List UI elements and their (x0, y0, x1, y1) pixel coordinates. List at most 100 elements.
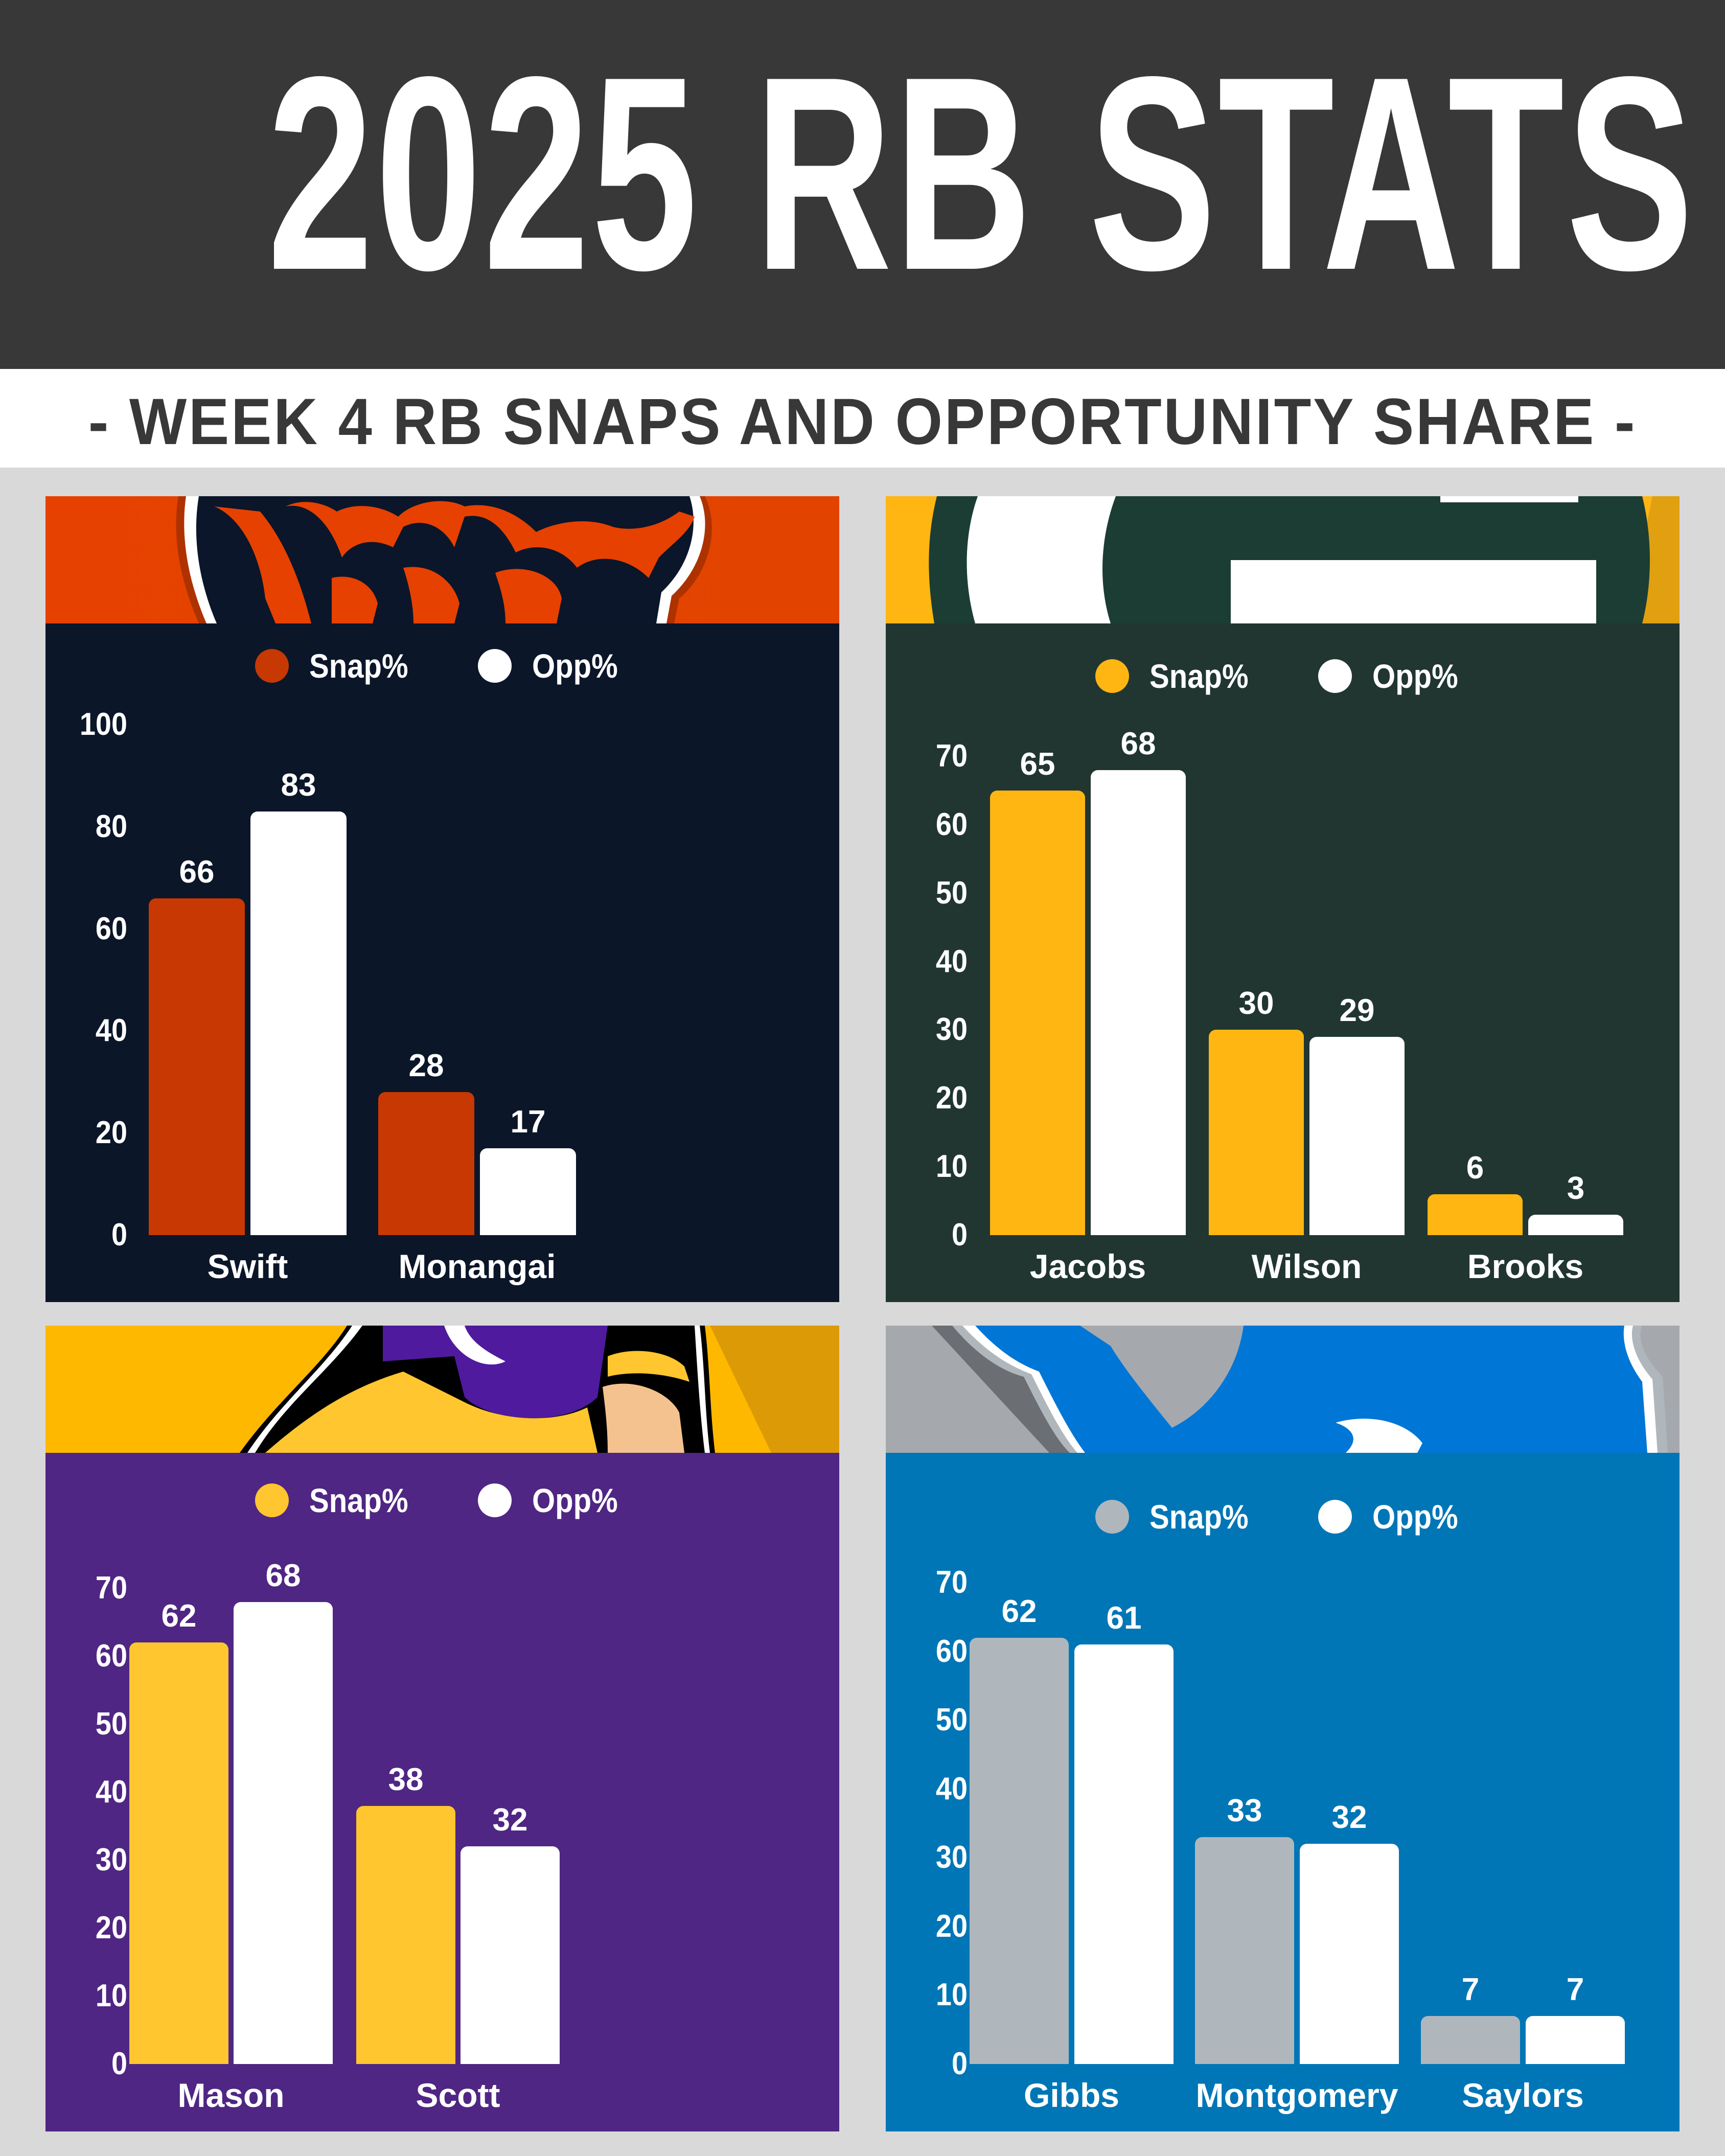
y-axis-tick: 10 (95, 1978, 127, 2013)
legend-label-opp: Opp% (1372, 1498, 1458, 1536)
bar-value-label: 66 (179, 854, 215, 890)
team-logo-band (45, 496, 839, 623)
opp-bar (234, 1602, 333, 2064)
snap-bar (129, 1642, 228, 2064)
team-logo-band (886, 496, 1680, 623)
bar-chart: Snap% Opp% 0 20 40 60 80 100 66 83 Swift 28 17 Mona… (45, 623, 839, 1302)
x-axis-category-label: Gibbs (1023, 2076, 1119, 2114)
snap-bar (149, 898, 245, 1235)
chart-panel-packers: Snap% Opp% 0 10 20 30 40 50 60 70 65 68 Jacobs 30 29… (886, 496, 1680, 1302)
legend-label-opp: Opp% (532, 1481, 618, 1519)
y-axis-tick: 30 (95, 1842, 127, 1877)
legend-item-snap: Snap% (255, 1483, 422, 1517)
x-axis-category-label: Jacobs (1029, 1247, 1146, 1285)
snap-bar (1428, 1194, 1523, 1235)
snap-bar (1195, 1837, 1294, 2064)
bar-value-label: 17 (510, 1104, 546, 1140)
y-axis-tick: 60 (95, 1638, 127, 1674)
opp-bar (480, 1148, 576, 1235)
y-axis-tick: 40 (935, 1771, 968, 1806)
y-axis-tick: 60 (935, 1633, 968, 1669)
bar-chart: Snap% Opp% 0 10 20 30 40 50 60 70 62 68 Mason 38 32 S… (45, 1453, 839, 2131)
y-axis-tick: 20 (95, 1910, 127, 1945)
y-axis-tick: 50 (935, 1702, 968, 1738)
snap-swatch-icon (255, 649, 289, 683)
bears-logo-icon (45, 496, 839, 623)
snap-bar (378, 1092, 474, 1235)
snap-bar (970, 1637, 1069, 2064)
legend-label-snap: Snap% (309, 1481, 408, 1519)
page-title: 2025 RB STATS (267, 19, 1696, 328)
chart-legend: Snap% Opp% (45, 1483, 839, 1517)
chart-panel-lions: Snap% Opp% 0 10 20 30 40 50 60 70 62 61 Gibbs 33 32 M… (886, 1326, 1680, 2131)
y-axis-tick: 20 (95, 1115, 127, 1151)
legend-item-opp: Opp% (478, 649, 630, 683)
legend-item-opp: Opp% (1318, 659, 1470, 693)
team-logo-band (45, 1326, 839, 1453)
x-axis-category-label: Mason (177, 2076, 285, 2114)
legend-item-opp: Opp% (478, 1483, 630, 1517)
chart-panel-bears: Snap% Opp% 0 20 40 60 80 100 66 83 Swift 28 17 Mona… (45, 496, 839, 1302)
y-axis-tick: 0 (951, 2046, 968, 2081)
y-axis-tick: 10 (935, 1149, 968, 1185)
opp-bar (1074, 1644, 1174, 2064)
snap-bar (990, 790, 1085, 1235)
bar-value-label: 83 (281, 767, 316, 803)
y-axis-tick: 0 (111, 1217, 127, 1253)
legend-label-snap: Snap% (1149, 1498, 1249, 1536)
opp-bar (1526, 2015, 1625, 2064)
bar-value-label: 62 (161, 1598, 197, 1634)
bar-value-label: 61 (1106, 1601, 1142, 1636)
opp-bar (1309, 1036, 1405, 1235)
snap-bar (356, 1805, 455, 2064)
y-axis-tick: 0 (951, 1217, 968, 1253)
chart-legend: Snap% Opp% (886, 659, 1680, 693)
subtitle-banner: - WEEK 4 RB SNAPS AND OPPORTUNITY SHARE … (0, 369, 1725, 468)
y-axis-tick: 40 (935, 943, 968, 979)
y-axis-tick: 20 (935, 1080, 968, 1116)
bar-value-label: 6 (1466, 1150, 1484, 1186)
legend-item-snap: Snap% (1095, 659, 1262, 693)
x-axis-category-label: Swift (207, 1247, 288, 1285)
opp-swatch-icon (478, 649, 512, 683)
y-axis-tick: 80 (95, 808, 127, 844)
y-axis-tick: 60 (95, 911, 127, 946)
opp-swatch-icon (1318, 659, 1352, 693)
y-axis-tick: 40 (95, 1013, 127, 1049)
bar-value-label: 28 (408, 1048, 444, 1084)
bar-value-label: 29 (1339, 992, 1375, 1028)
y-axis-tick: 50 (935, 875, 968, 911)
packers-logo-icon (886, 496, 1680, 623)
x-axis-category-label: Wilson (1251, 1247, 1362, 1285)
opp-swatch-icon (478, 1483, 512, 1517)
opp-bar (1091, 770, 1186, 1235)
bar-value-label: 30 (1238, 986, 1274, 1022)
bar-value-label: 32 (492, 1802, 528, 1838)
opp-bar (1300, 1844, 1399, 2064)
snap-swatch-icon (255, 1483, 289, 1517)
y-axis-tick: 70 (95, 1570, 127, 1606)
snap-bar (1209, 1030, 1304, 1235)
y-axis-tick: 60 (935, 806, 968, 842)
bar-value-label: 33 (1227, 1793, 1262, 1828)
bar-value-label: 32 (1331, 1800, 1367, 1836)
opp-bar (461, 1846, 560, 2064)
vikings-logo-icon (45, 1326, 839, 1453)
y-axis-tick: 30 (935, 1840, 968, 1875)
team-logo-band (886, 1326, 1680, 1453)
y-axis-tick: 100 (79, 707, 127, 742)
bar-value-label: 7 (1461, 1972, 1480, 2007)
bar-value-label: 7 (1566, 1972, 1584, 2007)
bar-value-label: 68 (1120, 726, 1156, 761)
y-axis-tick: 50 (95, 1706, 127, 1742)
bar-chart: Snap% Opp% 0 10 20 30 40 50 60 70 62 61 Gibbs 33 32 M… (886, 1453, 1680, 2131)
opp-swatch-icon (1318, 1500, 1352, 1534)
opp-bar (1528, 1214, 1623, 1235)
snap-swatch-icon (1095, 659, 1130, 693)
bar-value-label: 3 (1567, 1170, 1585, 1206)
y-axis-tick: 40 (95, 1774, 127, 1810)
bar-chart: Snap% Opp% 0 10 20 30 40 50 60 70 65 68 Jacobs 30 29… (886, 623, 1680, 1302)
chart-panel-vikings: Snap% Opp% 0 10 20 30 40 50 60 70 62 68 Mason 38 32 S… (45, 1326, 839, 2131)
x-axis-category-label: Scott (416, 2076, 500, 2114)
chart-legend: Snap% Opp% (886, 1500, 1680, 1534)
